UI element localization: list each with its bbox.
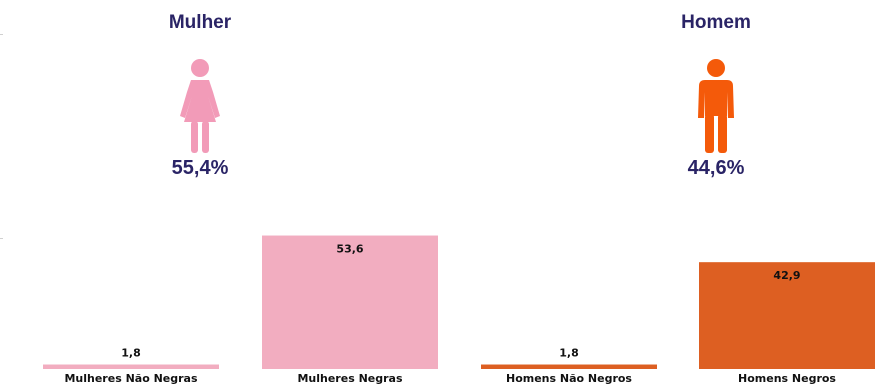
bar-homens-nao-negros (481, 364, 657, 369)
category-label: Mulheres Não Negras (64, 372, 198, 384)
bar-value-label: 1,8 (559, 347, 579, 360)
bar-value-label: 1,8 (121, 347, 141, 360)
bar-mulheres-negras (262, 235, 438, 369)
category-label: Mulheres Negras (297, 372, 402, 384)
bar-homens-negros (699, 262, 875, 369)
axis-tick-mark (0, 34, 3, 35)
category-label: Homens Não Negros (506, 372, 632, 384)
men-percent: 44,6% (687, 157, 745, 179)
male-person-icon (698, 59, 734, 153)
axis-tick-mark (0, 238, 3, 239)
bar-value-label: 53,6 (336, 243, 363, 256)
men-group-title: Homem (681, 12, 751, 33)
female-person-icon (180, 59, 220, 153)
bar-mulheres-nao-negras (43, 364, 219, 369)
category-label: Homens Negros (738, 372, 836, 384)
women-group-title: Mulher (168, 12, 232, 33)
women-percent: 55,4% (171, 157, 229, 179)
bar-value-label: 42,9 (773, 269, 800, 282)
